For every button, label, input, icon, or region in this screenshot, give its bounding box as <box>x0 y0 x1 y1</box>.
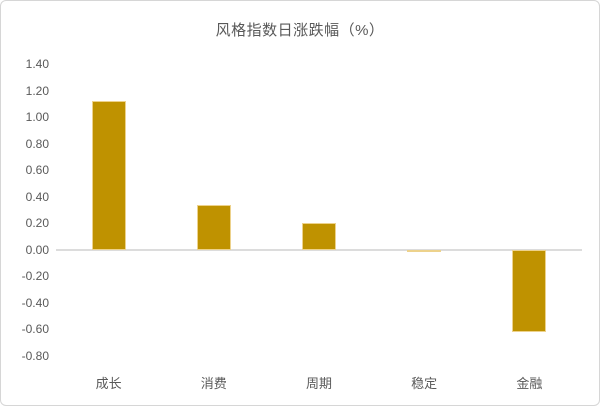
x-axis-category-label: 消费 <box>200 376 227 391</box>
y-axis-tick-label: 0.40 <box>25 189 49 204</box>
y-axis-tick-label: 0.20 <box>25 216 49 231</box>
y-axis-tick-label: 0.00 <box>25 242 49 257</box>
chart-title: 风格指数日涨跌幅（%） <box>215 22 385 39</box>
x-axis-category-label: 稳定 <box>411 376 438 391</box>
y-axis-tick-label: 1.40 <box>25 57 49 71</box>
bar-金融 <box>512 249 547 333</box>
bar-消费 <box>196 204 231 250</box>
bar-周期 <box>302 223 336 250</box>
x-axis-category-label: 金融 <box>516 376 543 391</box>
bar-成长 <box>91 101 126 250</box>
y-axis-tick-label: 0.80 <box>25 136 49 151</box>
zero-baseline <box>56 248 582 251</box>
y-axis-tick-label: 0.60 <box>25 163 49 178</box>
y-axis-tick-label: -0.40 <box>21 295 49 310</box>
y-axis-tick-label: -0.80 <box>21 349 49 363</box>
y-axis-tick-label: 1.00 <box>25 110 49 125</box>
x-axis-category-label: 成长 <box>95 376 122 391</box>
y-axis-tick-label: -0.60 <box>21 322 49 337</box>
x-axis-category-label: 周期 <box>305 376 333 391</box>
y-axis-tick-label: -0.20 <box>21 269 49 284</box>
bar-稳定 <box>407 249 442 253</box>
y-axis-tick-label: 1.20 <box>25 83 49 98</box>
